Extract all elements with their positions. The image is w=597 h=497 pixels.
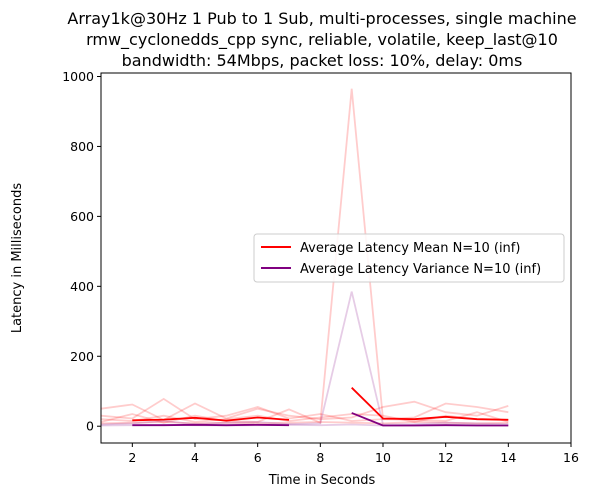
legend-box xyxy=(253,233,565,283)
y-tick-label-0: 0 xyxy=(86,419,94,434)
y-tick-label-200: 200 xyxy=(70,349,94,364)
legend-label-variance: Average Latency Variance N=10 (inf) xyxy=(300,262,541,277)
x-axis-ticks: 2 4 6 8 10 12 14 16 xyxy=(128,443,579,465)
plot-frame xyxy=(100,72,572,444)
legend-label-mean: Average Latency Mean N=10 (inf) xyxy=(300,241,520,256)
x-tick-label-16: 16 xyxy=(563,450,579,465)
background-run-line-1 xyxy=(100,400,509,421)
x-tick-label-4: 4 xyxy=(191,450,199,465)
y-tick-label-800: 800 xyxy=(70,139,94,154)
background-run-line-2 xyxy=(100,397,509,422)
y-tick-label-600: 600 xyxy=(70,209,94,224)
y-axis-ticks: 0 200 400 600 800 1000 xyxy=(62,69,101,434)
x-axis-label: Time in Seconds xyxy=(268,473,376,488)
x-tick-label-14: 14 xyxy=(500,450,516,465)
y-tick-label-400: 400 xyxy=(70,279,94,294)
y-tick-label-1000: 1000 xyxy=(62,69,94,84)
variance-series-line-2 xyxy=(351,412,509,427)
x-tick-label-6: 6 xyxy=(254,450,262,465)
x-tick-label-12: 12 xyxy=(438,450,454,465)
title-line-3: bandwidth: 54Mbps, packet loss: 10%, del… xyxy=(122,51,523,70)
main-series xyxy=(132,387,509,427)
chart-title: Array1k@30Hz 1 Pub to 1 Sub, multi-proce… xyxy=(67,9,576,70)
x-tick-label-8: 8 xyxy=(316,450,324,465)
y-axis-label: Latency in Milliseconds xyxy=(10,183,25,334)
title-line-2: rmw_cyclonedds_cpp sync, reliable, volat… xyxy=(86,30,558,50)
legend: Average Latency Mean N=10 (inf) Average … xyxy=(253,233,565,283)
mean-series-line-1 xyxy=(132,416,290,422)
title-line-1: Array1k@30Hz 1 Pub to 1 Sub, multi-proce… xyxy=(67,9,576,28)
mean-series-line-2 xyxy=(351,387,509,421)
background-run-line-3 xyxy=(100,88,509,425)
x-tick-label-2: 2 xyxy=(128,450,136,465)
background-run-line-5 xyxy=(100,421,509,425)
background-run-line-6 xyxy=(100,291,509,426)
x-tick-label-10: 10 xyxy=(375,450,391,465)
